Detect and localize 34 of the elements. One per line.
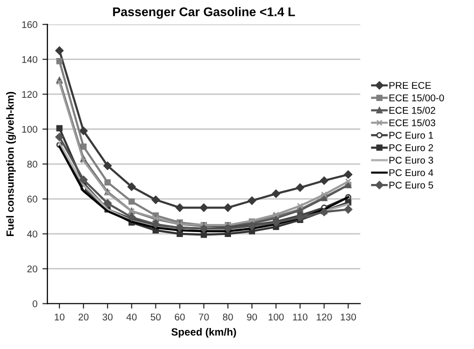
x-tick-label: 20: [78, 314, 89, 320]
x-tick-label: 70: [198, 314, 209, 320]
x-tick-label: 60: [174, 314, 185, 320]
legend-label: PRE ECE: [389, 82, 431, 89]
x-tick-label: 30: [102, 314, 113, 320]
x-tick-label: 40: [126, 314, 137, 320]
legend-label: ECE 15/02: [389, 106, 436, 114]
y-tick-label: 60: [27, 196, 38, 203]
y-tick-label: 80: [27, 160, 38, 168]
legend-label: ECE 15/00-0: [389, 94, 444, 102]
y-tick-label: 40: [27, 230, 38, 238]
legend-label: ECE 15/03: [389, 119, 436, 126]
y-tick-label: 120: [22, 90, 38, 98]
y-tick-label: 0: [32, 300, 38, 308]
chart-title: Passenger Car Gasoline <1.4 L: [113, 7, 295, 19]
y-tick-label: 140: [22, 56, 38, 63]
x-tick-label: 130: [340, 314, 356, 320]
x-tick-label: 90: [247, 314, 257, 320]
legend-label: PC Euro 3: [389, 156, 434, 164]
legend-label: PC Euro 4: [389, 169, 434, 176]
x-tick-label: 50: [150, 314, 161, 320]
y-tick-label: 100: [22, 126, 38, 133]
x-axis-title: Speed (km/h): [171, 328, 236, 338]
y-tick-label: 20: [27, 265, 38, 272]
legend-label: PC Euro 5: [389, 182, 434, 189]
legend-label: PC Euro 1: [389, 132, 434, 139]
x-tick-label: 80: [222, 314, 233, 320]
y-tick-label: 160: [22, 21, 38, 28]
x-tick-label: 10: [54, 314, 64, 320]
x-tick-label: 120: [316, 314, 332, 320]
x-tick-label: 110: [293, 314, 308, 320]
y-axis-title: Fuel consumption (g/veh-km): [6, 92, 16, 236]
x-tick-label: 100: [268, 314, 284, 320]
legend-label: PC Euro 2: [389, 144, 434, 152]
